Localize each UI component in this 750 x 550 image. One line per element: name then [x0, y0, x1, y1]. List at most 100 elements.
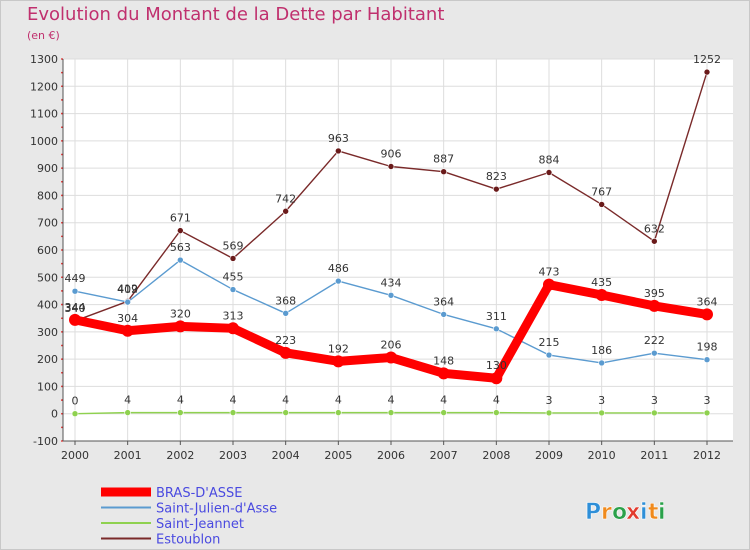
- y-minor-tick: [61, 290, 63, 292]
- y-minor-tick: [61, 85, 63, 88]
- x-tick-label: 2006: [377, 449, 405, 462]
- data-point: [493, 325, 500, 333]
- y-minor-tick: [61, 71, 63, 74]
- y-minor-tick: [61, 58, 63, 60]
- data-point: [385, 351, 397, 364]
- data-point: [387, 409, 395, 416]
- data-point: [124, 409, 131, 416]
- data-point: [69, 313, 81, 326]
- data-point: [545, 351, 553, 359]
- data-label: 223: [275, 334, 296, 347]
- y-tick-label: -100: [33, 435, 58, 448]
- data-label: 368: [275, 294, 296, 307]
- y-minor-tick: [61, 426, 63, 429]
- data-point: [598, 359, 605, 367]
- data-label: 313: [223, 309, 244, 322]
- y-minor-tick: [61, 112, 63, 115]
- logo-letter: r: [601, 500, 612, 525]
- x-tick-label: 2010: [588, 449, 616, 462]
- y-tick-label: 900: [37, 162, 58, 175]
- y-minor-tick: [61, 99, 63, 101]
- data-label: 767: [591, 185, 612, 198]
- y-minor-tick: [61, 399, 63, 401]
- y-tick-label: 1000: [30, 135, 58, 148]
- data-point: [598, 201, 605, 208]
- y-minor-tick: [61, 153, 63, 156]
- data-point: [387, 291, 395, 299]
- data-label: 434: [381, 276, 402, 289]
- x-tick-label: 2009: [535, 449, 563, 462]
- y-minor-tick: [61, 126, 63, 129]
- x-tick-label: 2012: [693, 449, 721, 462]
- data-label: 215: [539, 336, 560, 349]
- data-point: [651, 349, 658, 357]
- y-tick-label: 0: [51, 408, 58, 421]
- data-point: [703, 68, 711, 76]
- data-label: 4: [440, 394, 447, 407]
- data-point: [282, 207, 289, 215]
- data-point: [279, 346, 292, 359]
- logo-letter: i: [658, 500, 666, 525]
- data-label: 569: [223, 239, 244, 252]
- y-tick-label: 300: [37, 326, 58, 339]
- legend-label-saint-jeannet: Saint-Jeannet: [156, 517, 244, 532]
- y-tick-label: 800: [37, 189, 58, 202]
- data-point: [335, 409, 342, 416]
- data-point: [71, 410, 79, 418]
- data-point: [177, 227, 184, 234]
- y-minor-tick: [61, 330, 63, 333]
- data-label: 3: [546, 394, 553, 407]
- data-point: [543, 278, 555, 291]
- x-tick-label: 2002: [166, 449, 194, 462]
- logo-letter: x: [626, 500, 640, 525]
- y-minor-tick: [61, 371, 63, 374]
- data-label: 4: [124, 394, 131, 407]
- data-point: [598, 409, 605, 417]
- y-minor-tick: [61, 180, 63, 183]
- x-tick-label: 2000: [61, 449, 89, 462]
- y-minor-tick: [61, 440, 63, 442]
- data-label: 632: [644, 222, 665, 235]
- data-label: 906: [381, 148, 402, 161]
- data-point: [493, 185, 500, 193]
- data-label: 473: [539, 266, 560, 279]
- chart-subtitle: (en €): [27, 29, 60, 42]
- data-label: 412: [117, 282, 138, 295]
- y-minor-tick: [61, 385, 63, 388]
- x-tick-label: 2005: [324, 449, 352, 462]
- y-tick-label: 700: [37, 217, 58, 230]
- y-minor-tick: [61, 208, 63, 210]
- data-label: 449: [65, 272, 86, 285]
- data-point: [440, 311, 447, 318]
- series-saint-jeannet: [71, 409, 711, 418]
- data-point: [595, 289, 608, 302]
- x-tick-label: 2011: [640, 449, 668, 462]
- logo-letter: t: [648, 500, 659, 525]
- data-label: 222: [644, 334, 665, 347]
- data-point: [490, 372, 503, 385]
- axes: -100 0 100 200 300 400 500 600 700 800 900 1000 1100…: [30, 53, 733, 462]
- data-label: 340: [65, 302, 86, 315]
- data-point: [387, 163, 395, 170]
- data-point: [703, 409, 711, 417]
- data-label: 3: [651, 394, 658, 407]
- series-saint-julien-d-asse: [71, 256, 711, 367]
- data-label: 148: [433, 354, 454, 367]
- y-minor-tick: [61, 194, 63, 197]
- data-label: 435: [591, 276, 612, 289]
- data-label: 311: [486, 310, 507, 323]
- y-minor-tick: [61, 221, 63, 224]
- data-point: [493, 409, 500, 416]
- y-tick-label: 500: [37, 271, 58, 284]
- data-point: [335, 147, 342, 155]
- y-minor-tick: [61, 317, 63, 320]
- x-tick-label: 2007: [430, 449, 458, 462]
- data-label: 4: [282, 394, 289, 407]
- y-minor-tick: [61, 235, 63, 238]
- series-bras-d-asse: [69, 278, 713, 385]
- y-tick-label: 400: [37, 299, 58, 312]
- y-minor-tick: [61, 276, 63, 279]
- data-point: [229, 286, 237, 293]
